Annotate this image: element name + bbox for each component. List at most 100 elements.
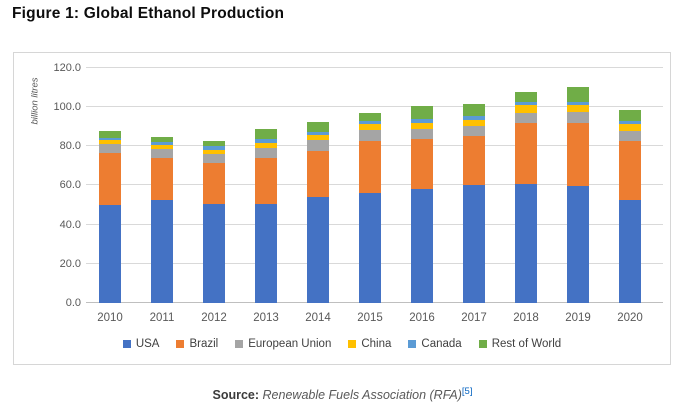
- y-tick-label: 0.0: [65, 297, 81, 309]
- bar-segment: [463, 185, 485, 303]
- x-tick-label: 2016: [409, 312, 435, 324]
- bar-segment: [203, 204, 225, 303]
- bar-segment: [567, 122, 589, 186]
- legend-label: Brazil: [189, 338, 219, 350]
- bar-segment: [515, 112, 537, 124]
- bar-segment: [307, 135, 329, 140]
- bar-segment: [255, 142, 277, 148]
- bar-segment: [359, 112, 381, 121]
- bar-segment: [99, 140, 121, 145]
- bar-segment: [463, 116, 485, 120]
- bar-segment: [463, 103, 485, 117]
- bar-segment: [463, 136, 485, 186]
- bar-segment: [99, 137, 121, 141]
- bar-segment: [619, 140, 641, 200]
- x-axis-labels: 2010 2011 2012 2013 2014 2015 2016 2017 2018 2019…: [89, 312, 663, 328]
- legend-swatch: [122, 340, 131, 348]
- x-tick-label: 2013: [253, 312, 279, 324]
- y-tick-label: 120.0: [53, 61, 81, 74]
- figure-title: Figure 1: Global Ethanol Production: [12, 5, 285, 22]
- legend-label: China: [361, 338, 392, 350]
- bar-2018: [515, 91, 537, 303]
- bar-segment: [307, 121, 329, 132]
- bar-segment: [515, 105, 537, 113]
- x-tick-label: 2018: [513, 312, 539, 324]
- legend-label: Canada: [421, 338, 462, 350]
- y-tick-label: 20.0: [59, 257, 81, 270]
- y-tick-label: 80.0: [59, 140, 81, 153]
- bar-segment: [619, 131, 641, 141]
- bar-segment: [307, 150, 329, 197]
- legend-label: Rest of World: [491, 338, 562, 350]
- gridline: [86, 106, 663, 107]
- x-tick-label: 2011: [149, 312, 175, 324]
- bar-segment: [359, 129, 381, 141]
- bar-segment: [359, 140, 381, 194]
- x-tick-label: 2020: [617, 312, 643, 324]
- bar-segment: [255, 157, 277, 205]
- legend-item-european-union: European Union: [235, 338, 331, 350]
- bar-segment: [99, 204, 121, 303]
- bar-segment: [151, 136, 173, 142]
- legend-item-usa: USA: [122, 338, 160, 350]
- bar-2017: [463, 103, 485, 303]
- bar-segment: [411, 189, 433, 303]
- source-label: Source:: [212, 388, 260, 403]
- bar-segment: [567, 105, 589, 112]
- y-tick-label: 60.0: [59, 179, 81, 192]
- bar-segment: [359, 193, 381, 303]
- legend-label: USA: [135, 338, 160, 350]
- legend-swatch: [176, 340, 185, 348]
- bar-segment: [567, 101, 589, 106]
- y-tick-label: 40.0: [59, 218, 81, 231]
- bar-2013: [255, 129, 277, 303]
- bar-segment: [515, 123, 537, 184]
- bar-segment: [411, 139, 433, 190]
- legend-item-china: China: [348, 338, 391, 350]
- legend-item-rest-of-world: Rest of World: [478, 338, 562, 350]
- legend-swatch: [408, 340, 417, 348]
- bar-segment: [203, 146, 225, 150]
- bar-segment: [203, 162, 225, 205]
- x-tick-label: 2019: [565, 312, 591, 324]
- bar-segment: [411, 119, 433, 123]
- bar-segment: [255, 138, 277, 143]
- bar-2012: [203, 140, 225, 303]
- bar-segment: [515, 183, 537, 303]
- bar-2014: [307, 121, 329, 303]
- bar-segment: [151, 149, 173, 159]
- x-tick-label: 2014: [305, 312, 331, 324]
- legend-label: European Union: [248, 338, 332, 350]
- bar-segment: [463, 125, 485, 137]
- y-axis-ticks: 0.0 20.0 40.0 60.0 80.0 100.0 120.0: [14, 58, 81, 309]
- bar-segment: [515, 101, 537, 106]
- x-tick-label: 2012: [201, 312, 227, 324]
- bar-segment: [567, 186, 589, 303]
- legend-swatch: [478, 340, 487, 348]
- bar-segment: [567, 87, 589, 102]
- bar-2010: [99, 130, 121, 303]
- bar-segment: [151, 199, 173, 303]
- bar-segment: [307, 196, 329, 303]
- bar-segment: [307, 139, 329, 151]
- bar-segment: [151, 141, 173, 146]
- bar-2020: [619, 110, 641, 303]
- bar-segment: [99, 130, 121, 138]
- citation-link[interactable]: [5]: [461, 386, 473, 397]
- legend: USA Brazil European Union China Canada Rest o…: [14, 338, 670, 350]
- source-text: Renewable Fuels Association (RFA): [262, 388, 462, 403]
- bar-segment: [359, 124, 381, 130]
- bar-segment: [411, 128, 433, 140]
- bar-segment: [255, 129, 277, 139]
- bar-segment: [99, 144, 121, 154]
- bar-segment: [203, 140, 225, 147]
- bar-2015: [359, 112, 381, 303]
- x-tick-label: 2010: [97, 312, 123, 324]
- bar-2011: [151, 136, 173, 303]
- bar-segment: [99, 153, 121, 205]
- bar-2019: [567, 87, 589, 303]
- bar-segment: [463, 119, 485, 126]
- plot-area: [86, 58, 663, 303]
- bar-segment: [619, 110, 641, 122]
- bar-segment: [359, 120, 381, 125]
